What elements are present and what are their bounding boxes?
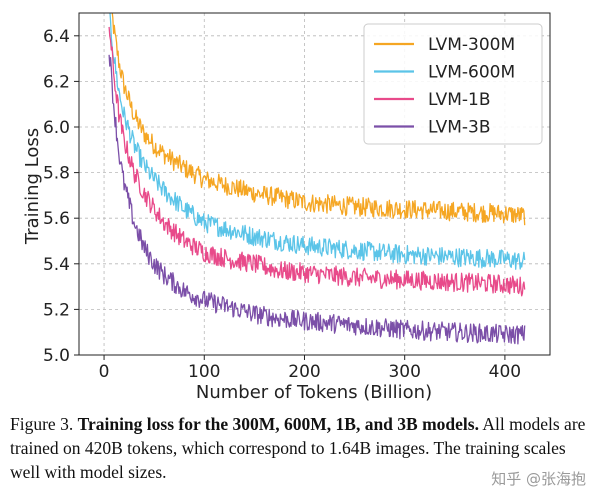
y-tick-label: 6.4: [43, 27, 70, 47]
axis-ticks: 0 100 200 300 400 5.0 5.2 5.4 5.6 5.8 6.0 6.2 6.4: [43, 27, 521, 382]
x-tick-label: 0: [99, 362, 110, 382]
x-tick-label: 300: [388, 362, 420, 382]
series-line-lvm-300m: [111, 13, 526, 226]
series-line-lvm-3b: [108, 54, 526, 345]
legend-label-lvm-1b: LVM-1B: [428, 90, 491, 110]
figure-caption: Figure 3. Training loss for the 300M, 60…: [10, 412, 590, 484]
legend-label-lvm-300m: LVM-300M: [428, 35, 515, 55]
plot-frame: [78, 12, 551, 356]
series-line-lvm-600m: [109, 13, 526, 270]
x-tick-label: 200: [288, 362, 320, 382]
caption-body: All models are trained on 420B tokens, w…: [10, 414, 586, 482]
y-tick-label: 5.0: [43, 346, 70, 366]
y-tick-label: 6.2: [43, 72, 70, 92]
watermark: 知乎 @张海抱: [491, 470, 586, 488]
training-loss-chart: 0 100 200 300 400 5.0 5.2 5.4 5.6 5.8 6.0 6.2 6.4 Nu…: [22, 12, 551, 403]
caption-bold-title: Training loss for the 300M, 600M, 1B, an…: [77, 414, 479, 434]
y-tick-label: 6.0: [43, 118, 70, 138]
y-tick-label: 5.6: [43, 209, 70, 229]
x-axis-label: Number of Tokens (Billion): [196, 382, 432, 403]
legend-label-lvm-3b: LVM-3B: [428, 118, 491, 138]
x-tick-label: 100: [188, 362, 220, 382]
legend: LVM-300M LVM-600M LVM-1B LVM-3B: [363, 23, 543, 145]
y-axis-label: Training Loss: [22, 128, 43, 245]
y-tick-label: 5.8: [43, 164, 70, 184]
series-line-lvm-1b: [108, 26, 526, 297]
legend-box: [363, 23, 543, 145]
y-tick-label: 5.4: [43, 255, 70, 275]
caption-figure-number: Figure 3.: [10, 414, 74, 434]
x-tick-label: 400: [489, 362, 521, 382]
y-tick-label: 5.2: [43, 300, 70, 320]
legend-label-lvm-600m: LVM-600M: [428, 63, 515, 83]
series-layer: [108, 13, 526, 345]
